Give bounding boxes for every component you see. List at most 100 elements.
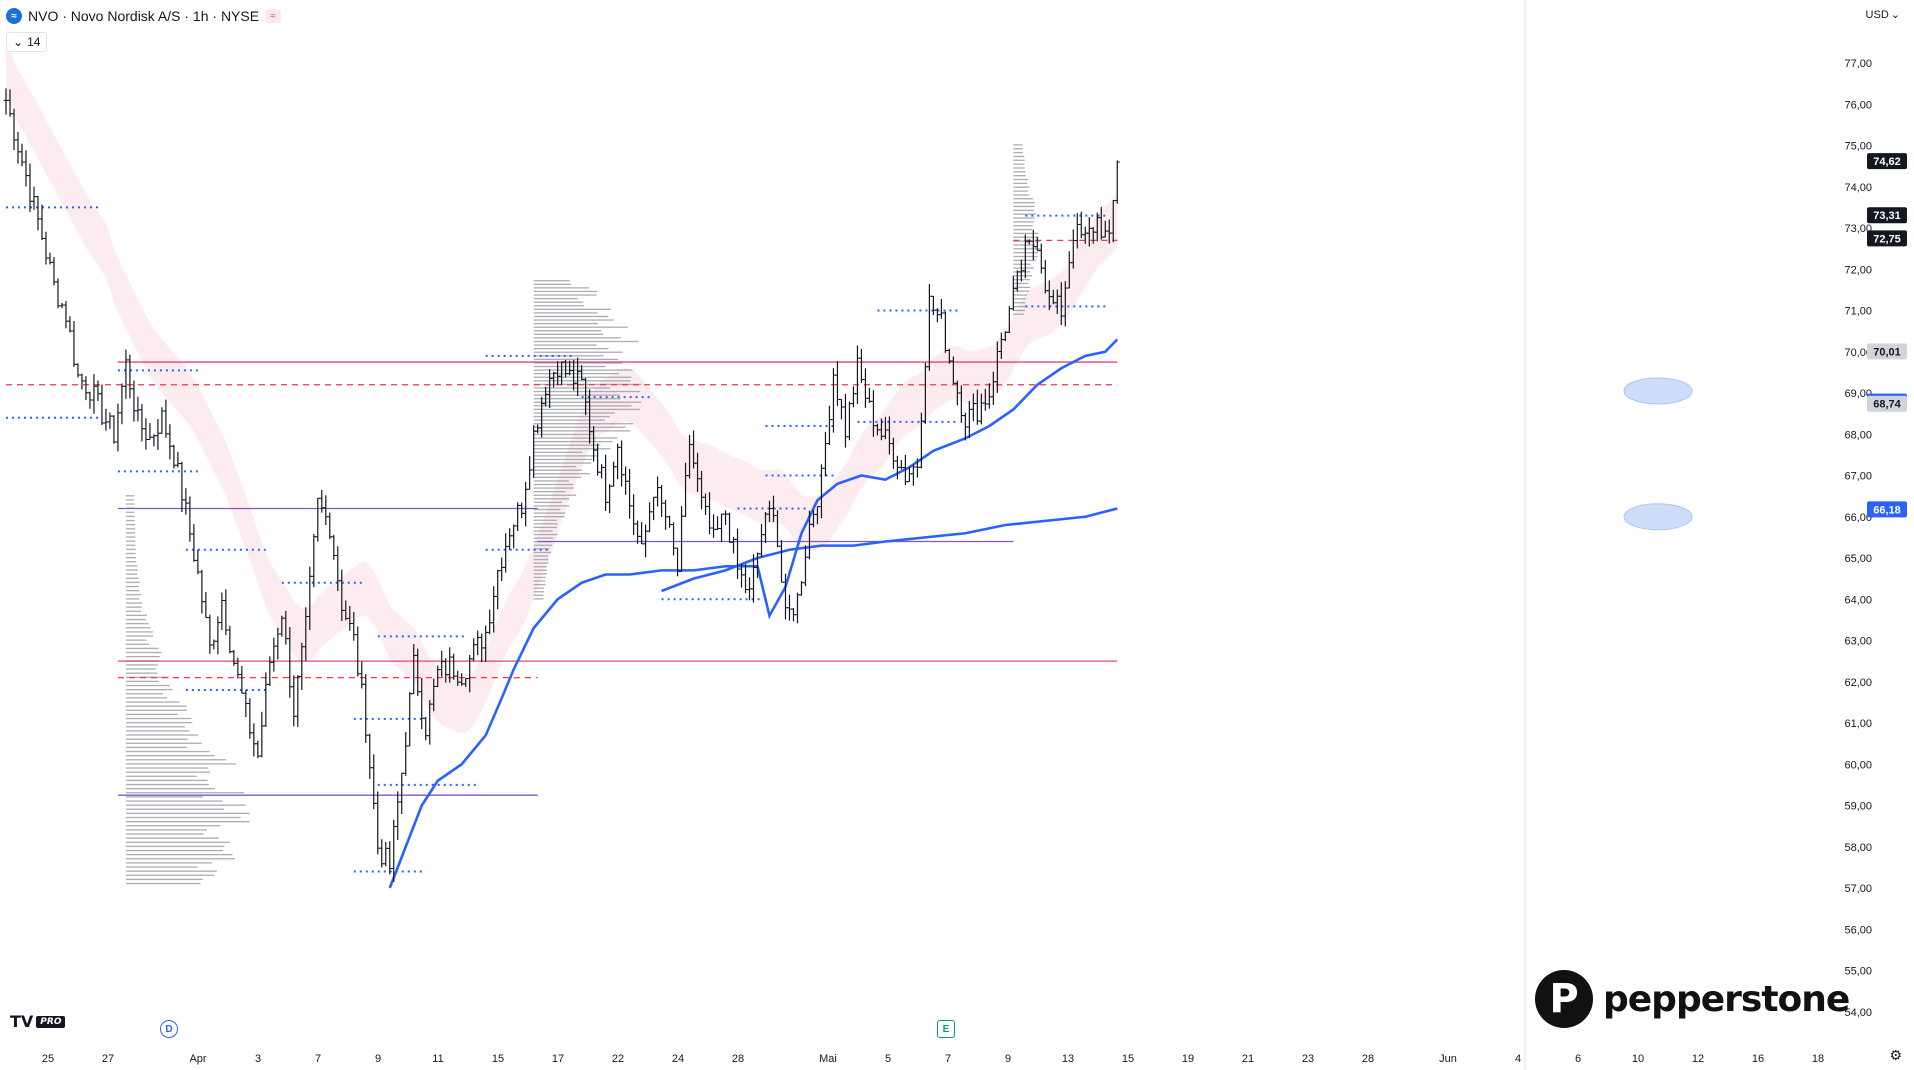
profile-row	[533, 376, 632, 378]
profile-row	[533, 476, 582, 478]
profile-row	[533, 483, 574, 486]
profile-row	[125, 800, 223, 802]
profile-row	[1013, 244, 1035, 246]
x-tick-label: 25	[42, 1053, 54, 1065]
profile-row	[125, 849, 224, 852]
profile-row	[125, 866, 198, 868]
x-tick-label: Mai	[819, 1053, 837, 1065]
profile-row	[125, 808, 224, 810]
profile-row	[125, 693, 164, 695]
profile-row	[125, 767, 209, 769]
profile-row	[533, 433, 593, 436]
vwap-line	[388, 338, 1119, 889]
profile-row	[533, 465, 577, 468]
data-badge-icon[interactable]: ≈	[265, 9, 282, 23]
y-tick-label: 67,00	[1844, 471, 1872, 483]
profile-row	[533, 294, 597, 296]
y-tick-label: 57,00	[1844, 883, 1872, 895]
profile-row	[533, 412, 615, 414]
profile-row	[533, 330, 602, 332]
profile-row	[533, 494, 577, 496]
profile-row	[1013, 167, 1025, 169]
profile-row	[125, 821, 250, 823]
x-tick-label: 23	[1302, 1053, 1314, 1065]
profile-row	[125, 528, 136, 530]
profile-row	[533, 312, 598, 314]
profile-row	[125, 775, 197, 777]
profile-row	[1013, 186, 1030, 188]
profile-row	[533, 508, 561, 511]
pro-badge: PRO	[36, 1015, 66, 1028]
profile-row	[125, 635, 154, 637]
profile-row	[125, 680, 159, 683]
profile-row	[1013, 259, 1036, 262]
profile-row	[125, 689, 173, 691]
profile-row	[125, 697, 168, 699]
profile-row	[533, 290, 598, 293]
profile-row	[533, 530, 553, 532]
y-tick-label: 71,00	[1844, 306, 1872, 318]
profile-row	[1013, 309, 1025, 312]
profile-row	[1013, 240, 1041, 242]
profile-row	[125, 771, 211, 773]
x-tick-label: 5	[885, 1053, 891, 1065]
profile-row	[1013, 144, 1023, 146]
profile-row	[1013, 171, 1026, 173]
x-tick-label: 10	[1632, 1053, 1644, 1065]
symbol-logo-icon: ≈	[6, 8, 22, 24]
profile-row	[533, 380, 631, 382]
profile-row	[533, 305, 584, 307]
profile-row	[1013, 248, 1041, 250]
profile-row	[533, 405, 632, 407]
earnings-marker[interactable]: E	[937, 1020, 955, 1038]
profile-row	[125, 788, 215, 790]
price-label: 74,62	[1873, 156, 1901, 168]
symbol-header[interactable]: ≈ NVO · Novo Nordisk A/S · 1h · NYSE ≈	[6, 6, 282, 26]
symbol-title[interactable]: NVO · Novo Nordisk A/S · 1h · NYSE	[28, 8, 260, 24]
profile-row	[125, 717, 192, 720]
profile-row	[125, 618, 146, 621]
profile-row	[1013, 213, 1037, 215]
profile-row	[125, 804, 246, 806]
profile-row	[125, 709, 187, 711]
profile-row	[125, 495, 135, 497]
profile-row	[533, 576, 546, 579]
pepperstone-mark-icon: P	[1535, 970, 1593, 1028]
profile-row	[533, 355, 604, 357]
indicators-toggle[interactable]: ⌄ 14	[6, 32, 48, 52]
profile-row	[533, 440, 613, 443]
profile-row	[533, 591, 545, 593]
currency-select[interactable]: USD ⌄	[1866, 8, 1900, 22]
y-tick-label: 64,00	[1844, 594, 1872, 606]
profile-row	[125, 606, 142, 608]
price-label-bg	[1867, 343, 1907, 360]
y-tick-label: 61,00	[1844, 718, 1872, 730]
profile-row	[1013, 313, 1025, 315]
x-tick-label: 4	[1515, 1053, 1521, 1065]
profile-row	[533, 348, 609, 350]
y-tick-label: 55,00	[1844, 966, 1872, 978]
profile-row	[533, 501, 562, 504]
profile-row	[1013, 290, 1030, 292]
y-tick-label: 56,00	[1844, 924, 1872, 936]
profile-row	[533, 580, 546, 582]
time-axis[interactable]: 25 27 Apr 3 7 9 11 15 17 22 24 28 Mai 5 7 9 13 15 19 21 23 28…	[42, 1053, 1824, 1065]
profile-row	[125, 878, 203, 881]
tradingview-logo: TV PRO	[10, 1012, 66, 1031]
profile-row	[125, 664, 158, 666]
y-tick-label: 59,00	[1844, 801, 1872, 813]
profile-row	[125, 590, 140, 592]
y-tick-label: 63,00	[1844, 636, 1872, 648]
profile-row	[533, 398, 621, 400]
price-label-bg	[1867, 501, 1907, 518]
price-axis[interactable]: 54,00 55,00 56,00 57,00 58,00 59,00 60,00 61,00…	[1524, 0, 1872, 1070]
profile-row	[533, 333, 604, 335]
dividend-marker[interactable]: D	[160, 1020, 178, 1038]
profile-row	[1013, 151, 1023, 154]
profile-row	[125, 639, 147, 641]
x-tick-label: 12	[1692, 1053, 1704, 1065]
profile-row	[1013, 205, 1035, 208]
gear-icon[interactable]: ⚙	[1889, 1047, 1902, 1063]
profile-row	[1013, 182, 1028, 185]
